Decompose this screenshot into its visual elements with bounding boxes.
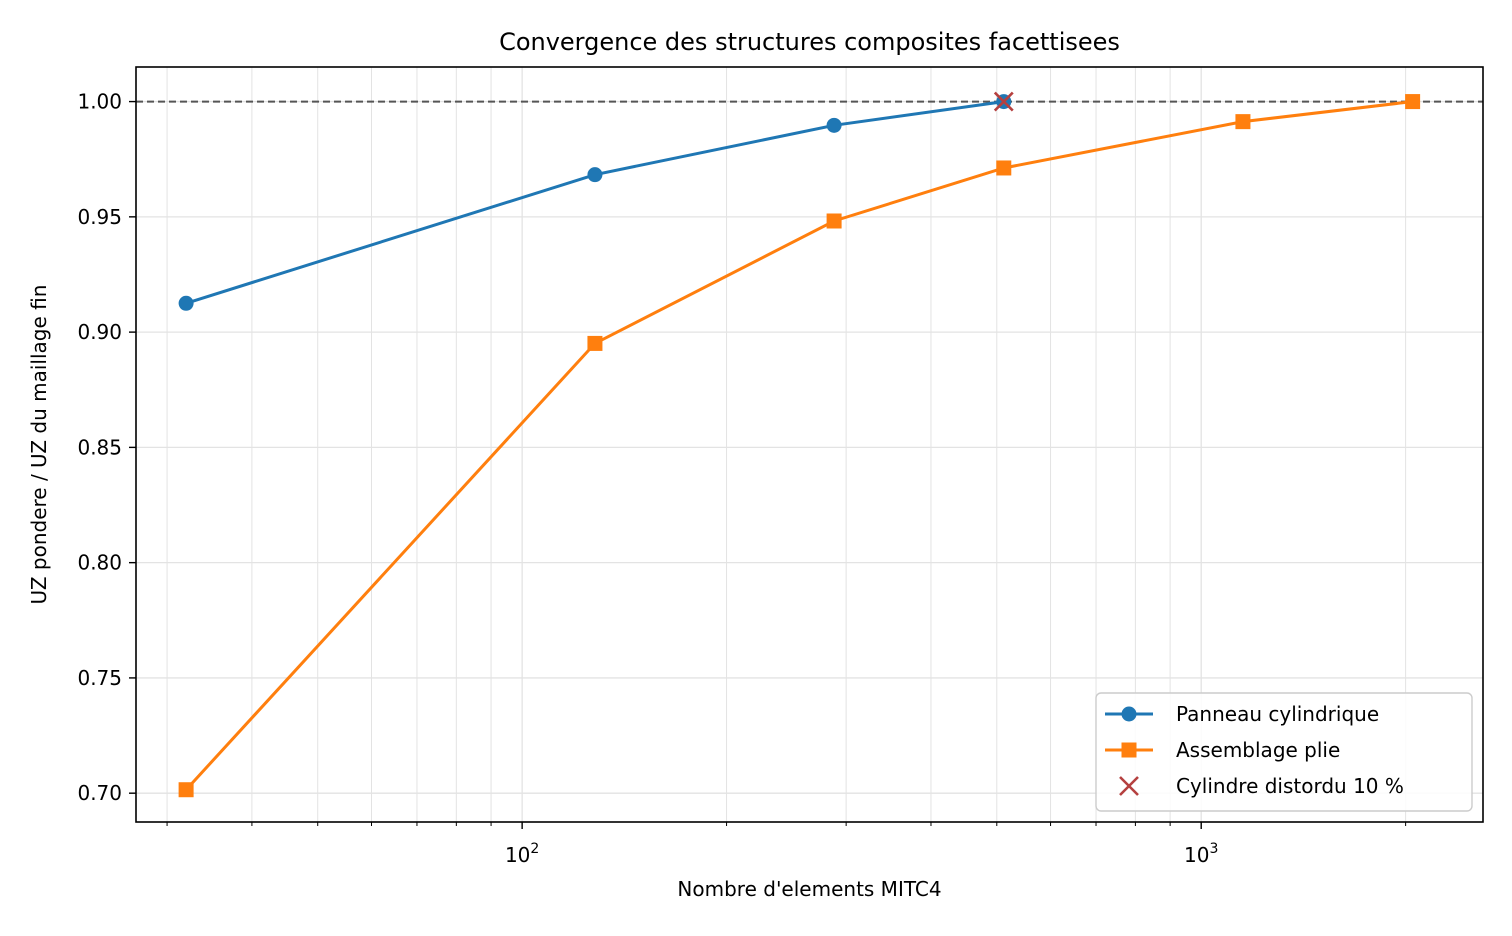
series-cylindre-distordu-10-: [993, 91, 1014, 112]
x-marker-stroke: [993, 91, 1014, 112]
legend-frame: [1095, 692, 1473, 812]
data-point: [993, 91, 1014, 112]
y-tick-label: 1.00: [77, 90, 122, 114]
x-axis-label: Nombre d'elements MITC4: [677, 877, 941, 901]
legend-item: Cylindre distordu 10 %: [1119, 774, 1404, 798]
legend-label: Assemblage plie: [1176, 738, 1340, 762]
data-point: [587, 167, 603, 183]
ticks: 0.70 0.75 0.80 0.85 0.90 0.95 1.00 102 103: [77, 90, 1407, 867]
legend-label: Panneau cylindrique: [1176, 702, 1379, 726]
y-tick-label: 0.90: [77, 320, 122, 344]
legend-label: Cylindre distordu 10 %: [1176, 774, 1404, 798]
data-point: [826, 213, 842, 229]
data-point: [178, 782, 194, 798]
legend-marker: [1121, 742, 1137, 758]
legend-marker: [1121, 706, 1137, 722]
series-line: [185, 100, 1004, 305]
legend-item: Panneau cylindrique: [1105, 702, 1379, 726]
data-point: [996, 160, 1012, 176]
axes: [135, 66, 1484, 823]
series-assemblage-plie: [178, 94, 1421, 798]
plot-frame: [135, 66, 1484, 823]
legend-marker: [1119, 776, 1139, 796]
data-point: [178, 295, 194, 311]
series-layer: [178, 91, 1421, 798]
legend-item: Assemblage plie: [1105, 738, 1340, 762]
y-tick-label: 0.85: [77, 435, 122, 459]
y-axis-label: UZ pondere / UZ du maillage fin: [27, 285, 51, 605]
data-point: [587, 335, 603, 351]
series-line: [184, 100, 1413, 791]
y-tick-label: 0.70: [77, 781, 122, 805]
x-tick-label: 103: [1184, 841, 1218, 867]
x-marker-stroke: [1119, 776, 1139, 796]
y-tick-label: 0.75: [77, 666, 122, 690]
y-tick-label: 0.95: [77, 205, 122, 229]
data-point: [1405, 94, 1421, 110]
legend: Panneau cylindrique Assemblage plie Cylind…: [1095, 692, 1473, 812]
chart-title: Convergence des structures composites fa…: [499, 28, 1120, 56]
data-point: [1235, 114, 1251, 130]
x-tick-label: 102: [505, 841, 539, 867]
data-point: [826, 117, 842, 133]
y-tick-label: 0.80: [77, 551, 122, 575]
